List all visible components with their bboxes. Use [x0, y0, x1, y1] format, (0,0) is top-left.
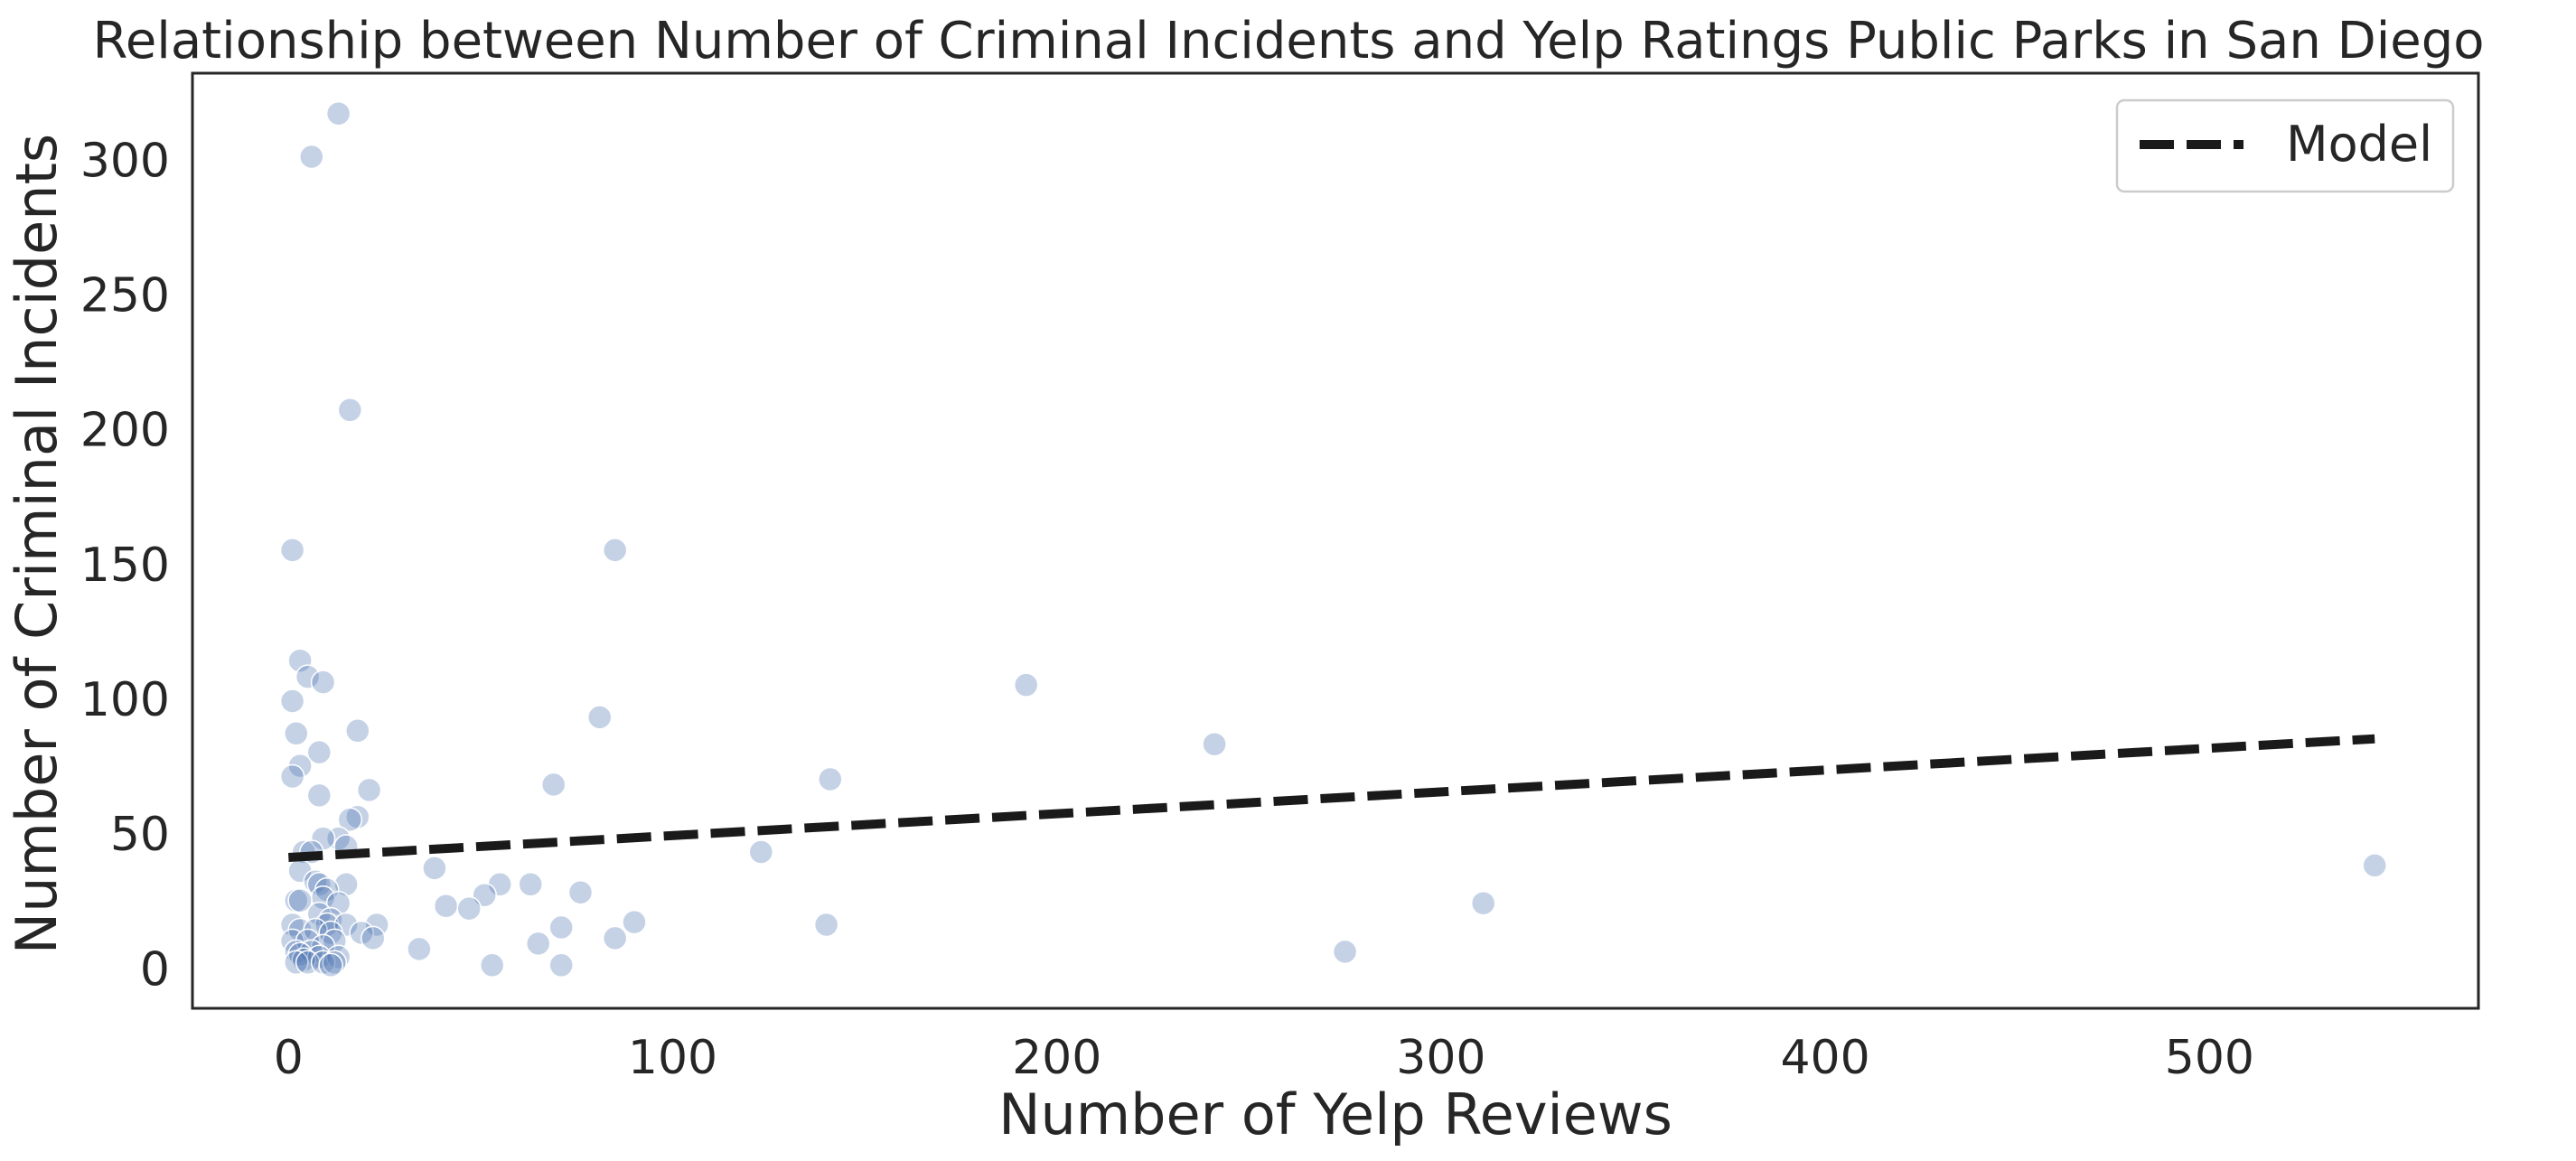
scatter-point	[279, 763, 305, 790]
scatter-point	[337, 398, 363, 423]
scatter-point	[337, 807, 363, 832]
scatter-point	[284, 721, 309, 746]
scatter-point	[456, 895, 482, 922]
legend-box	[2115, 98, 2455, 193]
scatter-point	[586, 705, 613, 730]
x-tick-label: 400	[1780, 1031, 1869, 1085]
scatter-point	[548, 952, 574, 978]
scatter-point	[567, 879, 594, 905]
x-tick-label: 100	[628, 1031, 717, 1085]
scatter-point	[295, 664, 321, 689]
y-axis-ticks: 0 50 100 150 200 250 300	[80, 134, 170, 997]
x-tick-label: 300	[1396, 1031, 1485, 1085]
y-tick-label: 150	[80, 538, 170, 593]
model-line	[288, 734, 2375, 862]
scatter-point	[322, 950, 348, 976]
scatter-point	[287, 887, 313, 913]
scatter-point	[1202, 731, 1227, 757]
scatter-point	[1470, 890, 1496, 916]
scatter-point	[540, 772, 567, 798]
scatter-point	[333, 872, 359, 897]
scatter-point	[422, 856, 447, 881]
legend-label-model: Model	[2286, 116, 2432, 173]
x-tick-label: 200	[1012, 1031, 1101, 1085]
scatter-point	[1013, 672, 1039, 698]
x-axis-label: Number of Yelp Reviews	[998, 1081, 1672, 1147]
x-axis-ticks: 0 100 200 300 400 500	[274, 1031, 2254, 1085]
scatter-point	[813, 912, 839, 938]
plot-frame	[191, 71, 2480, 1010]
scatter-point	[518, 872, 543, 897]
model-line-layer	[288, 734, 2375, 862]
scatter-point	[433, 893, 459, 919]
y-tick-label: 200	[80, 404, 170, 458]
y-axis-label: Number of Criminal Incidents	[4, 134, 70, 954]
scatter-point	[361, 925, 386, 951]
scatter-point	[299, 144, 324, 170]
scatter-point	[407, 936, 432, 962]
y-tick-label: 0	[140, 942, 170, 997]
scatter-point	[287, 648, 313, 673]
scatter-point	[318, 952, 343, 978]
scatter-point	[325, 100, 351, 126]
legend: Model	[2115, 98, 2455, 193]
x-tick-label: 500	[2165, 1031, 2254, 1085]
scatter-point	[322, 928, 348, 954]
scatter-point	[345, 718, 370, 744]
scatter-point	[306, 782, 333, 809]
scatter-point	[548, 914, 574, 941]
scatter-point	[748, 839, 774, 865]
scatter-point	[818, 766, 843, 792]
scatter-point	[2362, 853, 2387, 878]
y-tick-label: 50	[110, 808, 170, 862]
y-tick-label: 100	[80, 673, 170, 727]
scatter-point	[279, 688, 305, 714]
scatter-point	[310, 669, 336, 695]
scatter-point	[279, 538, 305, 563]
chart-title: Relationship between Number of Criminal …	[92, 12, 2484, 70]
scatter-point	[306, 739, 333, 765]
y-tick-label: 250	[80, 269, 170, 323]
scatter-points	[279, 100, 2387, 978]
scatter-point	[622, 909, 647, 935]
x-tick-label: 0	[274, 1031, 304, 1085]
scatter-point	[356, 777, 382, 803]
scatter-point	[479, 952, 505, 978]
scatter-point	[525, 931, 551, 957]
scatter-point	[602, 925, 628, 951]
scatter-point	[602, 538, 628, 563]
scatter-point	[349, 920, 374, 946]
y-tick-label: 300	[80, 134, 170, 188]
scatter-point	[1332, 939, 1358, 965]
